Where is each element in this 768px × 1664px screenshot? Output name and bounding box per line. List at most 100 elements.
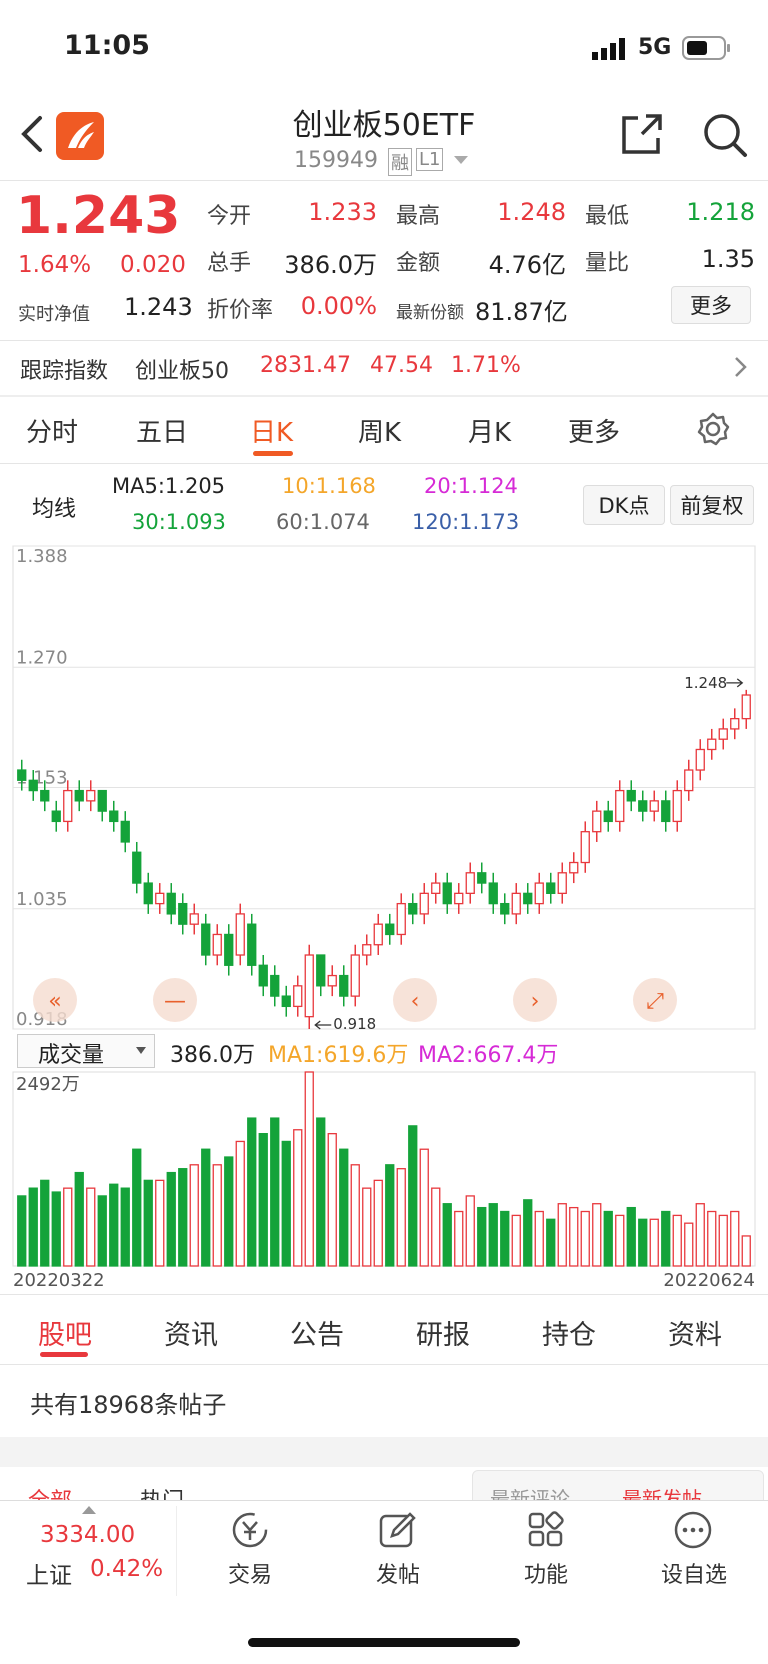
volume-bar	[649, 1218, 659, 1267]
volume-bar	[718, 1214, 728, 1267]
candle-body	[454, 892, 464, 905]
y-tick-label: 1.270	[16, 647, 68, 668]
candle-body	[419, 892, 429, 915]
function-icon[interactable]	[526, 1510, 566, 1550]
ma-value: 20:1.124	[424, 474, 518, 498]
chevron[interactable]	[734, 356, 748, 378]
fund-title: 创业板50ETF	[292, 108, 476, 143]
nav-button-icon[interactable]: —	[164, 989, 186, 1014]
content-tab[interactable]: 资讯	[164, 1320, 218, 1351]
volume-bar	[235, 1140, 245, 1267]
nav-button-icon[interactable]: ‹	[411, 989, 420, 1014]
settings-button[interactable]	[696, 412, 730, 446]
nav-label: 实时净值	[18, 304, 90, 325]
content-tab[interactable]: 股吧	[38, 1320, 92, 1351]
candle-body	[638, 800, 648, 812]
volume-bar	[109, 1183, 119, 1267]
adjust-button[interactable]: 前复权	[670, 485, 754, 525]
trade-icon[interactable]	[228, 1510, 272, 1550]
content-tab[interactable]: 持仓	[542, 1320, 596, 1351]
candle-body	[155, 892, 165, 905]
content-tab[interactable]: 公告	[290, 1320, 344, 1351]
battery-icon	[682, 36, 730, 60]
volume-bar	[293, 1129, 303, 1267]
bottom-bar	[0, 1500, 768, 1664]
candle-body	[247, 923, 257, 966]
change-percent: 1.64%	[18, 252, 92, 278]
bottom-item[interactable]: 发帖	[375, 1563, 421, 1588]
low-annotation: 0.918	[333, 1015, 376, 1033]
volume-bar	[362, 1187, 372, 1267]
index-value[interactable]: 3334.00	[40, 1522, 136, 1548]
volume-bar	[534, 1210, 544, 1267]
volume-bar	[270, 1117, 280, 1267]
fund-code: 159949	[294, 148, 378, 173]
stat-label: 量比	[585, 251, 630, 276]
candle-body	[431, 882, 441, 894]
share-button[interactable]	[618, 112, 664, 158]
index-change[interactable]: 0.42%	[90, 1556, 164, 1582]
period-tab[interactable]: 周K	[358, 418, 402, 448]
tracking-value: 2831.47	[260, 353, 351, 378]
dropdown-icon[interactable]	[136, 1047, 146, 1055]
volume-bar	[258, 1133, 268, 1267]
post-icon[interactable]	[376, 1510, 420, 1550]
high-annotation: 1.248	[684, 674, 727, 692]
ma-value: MA5:1.205	[112, 474, 226, 498]
tracking-change: 47.54	[370, 353, 433, 378]
period-tab[interactable]: 五日	[136, 418, 189, 448]
period-tab[interactable]: 分时	[26, 418, 79, 448]
candle-body	[281, 995, 291, 1008]
content-tab[interactable]: 研报	[416, 1320, 470, 1351]
candle-body	[189, 913, 199, 925]
level-badge: L1	[416, 148, 444, 171]
candle-body	[373, 923, 383, 946]
bottom-item[interactable]: 功能	[523, 1563, 569, 1588]
candle-body	[511, 892, 521, 915]
volume-bar	[557, 1203, 567, 1267]
bottom-item[interactable]: 设自选	[660, 1563, 728, 1588]
volume-bar	[431, 1187, 441, 1267]
volume-ma2: MA2:667.4万	[418, 1043, 559, 1068]
nav-button-icon[interactable]: ›	[531, 989, 540, 1014]
nav-button-icon[interactable]: ⤢	[646, 989, 664, 1014]
nav-button-icon[interactable]: «	[48, 989, 61, 1014]
volume-bar	[224, 1156, 234, 1267]
volume-bar	[132, 1148, 142, 1267]
candle-body	[270, 974, 280, 997]
bottom-item[interactable]: 交易	[227, 1563, 273, 1588]
post-count: 共有18968条帖子	[30, 1391, 227, 1419]
candle-body	[569, 861, 579, 874]
watchlist-icon[interactable]	[673, 1510, 713, 1550]
period-tab[interactable]: 日K	[250, 418, 294, 448]
candle-body	[592, 810, 602, 833]
volume-bar	[569, 1206, 579, 1267]
index-name[interactable]: 上证	[26, 1563, 72, 1589]
volume-bar	[97, 1195, 107, 1267]
more-button[interactable]: 更多	[671, 286, 751, 324]
period-tab[interactable]: 月K	[468, 418, 512, 448]
volume-bar	[511, 1214, 521, 1267]
volume-selector-text[interactable]: 成交量	[38, 1043, 105, 1068]
volume-selector[interactable]	[17, 1034, 155, 1068]
dk-button[interactable]: DK点	[583, 485, 665, 525]
volume-bar	[247, 1117, 257, 1267]
search-button[interactable]	[702, 112, 748, 158]
content-tab[interactable]: 资料	[668, 1320, 722, 1351]
volume-bar	[523, 1199, 533, 1267]
volume-bar	[592, 1203, 602, 1267]
candle-body	[17, 769, 27, 781]
candle-body	[316, 954, 326, 987]
period-tab[interactable]: 更多	[568, 418, 621, 448]
candle-body	[718, 728, 728, 740]
back-button[interactable]	[18, 114, 46, 154]
candle-body	[534, 882, 544, 905]
volume-bar	[327, 1133, 337, 1267]
status-network: 5G	[638, 35, 672, 60]
dropdown-icon[interactable]	[454, 156, 468, 166]
candle-body	[120, 820, 130, 843]
stat-value: 0.00%	[300, 292, 377, 320]
volume-bar	[166, 1171, 176, 1267]
candle-body	[28, 779, 38, 792]
tracking-label: 跟踪指数	[20, 359, 109, 384]
